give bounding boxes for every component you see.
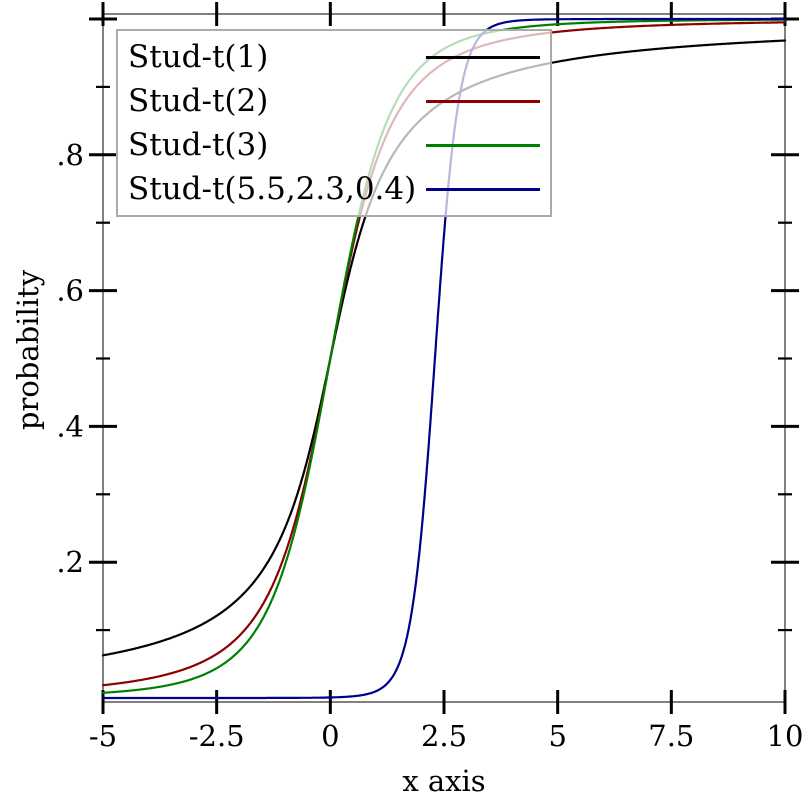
y-tick-label: .6 <box>56 274 84 308</box>
x-axis-title: x axis <box>402 764 486 798</box>
y-tick-label: .8 <box>56 138 84 172</box>
x-tick-label: -5 <box>89 719 117 753</box>
legend-line-sample <box>426 55 540 59</box>
y-tick-label: .2 <box>56 545 84 579</box>
x-tick-label: 5 <box>548 719 566 753</box>
x-tick-label: 10 <box>767 719 804 753</box>
legend-item-label: Stud-t(1) <box>128 39 269 75</box>
legend-item: Stud-t(1) <box>128 37 540 77</box>
x-tick-label: 0 <box>321 719 339 753</box>
legend-item-label: Stud-t(5.5,2.3,0.4) <box>128 171 417 207</box>
y-tick-label: .4 <box>56 409 84 443</box>
x-tick-label: -2.5 <box>189 719 245 753</box>
curve-stud-t-5-5-2-3-0-4- <box>101 17 787 700</box>
legend-item: Stud-t(5.5,2.3,0.4) <box>128 169 540 209</box>
legend-item: Stud-t(2) <box>128 81 540 121</box>
y-axis-title: probability <box>11 269 45 431</box>
legend-line-sample <box>426 99 540 103</box>
legend-line-sample <box>426 187 540 191</box>
legend-item-label: Stud-t(3) <box>128 127 269 163</box>
legend: Stud-t(1) Stud-t(2) Stud-t(3) Stud-t(5.5… <box>116 29 552 217</box>
x-tick-label: 2.5 <box>421 719 467 753</box>
legend-item-label: Stud-t(2) <box>128 83 269 119</box>
legend-line-sample <box>426 143 540 147</box>
legend-item: Stud-t(3) <box>128 125 540 165</box>
x-tick-label: 7.5 <box>648 719 694 753</box>
